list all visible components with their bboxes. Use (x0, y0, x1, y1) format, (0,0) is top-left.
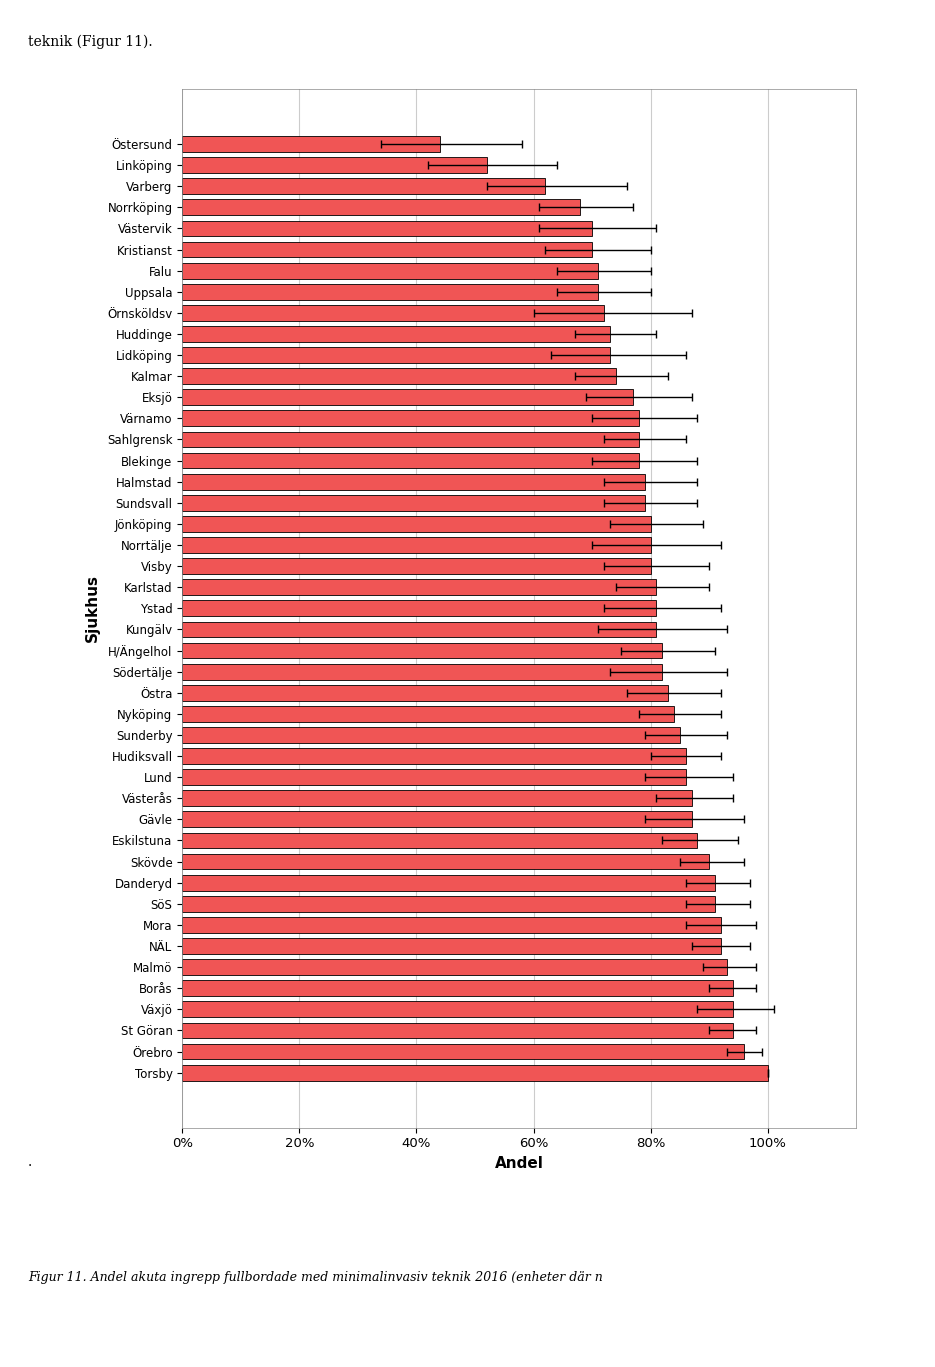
Bar (182, 1023, 733, 1039)
Bar (182, 347, 610, 364)
Bar (182, 410, 639, 427)
Bar (182, 980, 733, 997)
Bar (182, 790, 692, 807)
Bar (182, 262, 598, 279)
Bar (182, 748, 685, 764)
Bar (182, 558, 651, 574)
Bar (182, 580, 656, 595)
Bar (182, 938, 721, 954)
Bar (182, 432, 639, 447)
Bar (182, 1002, 733, 1017)
Bar (182, 853, 709, 869)
Bar (182, 833, 698, 849)
Bar (182, 284, 598, 299)
Bar (182, 600, 656, 617)
Bar (182, 137, 439, 152)
Text: teknik (Figur 11).: teknik (Figur 11). (28, 34, 152, 49)
Bar (182, 960, 726, 975)
Bar (182, 705, 674, 722)
Bar (182, 452, 639, 469)
Bar (182, 727, 680, 742)
Bar (182, 220, 592, 236)
Bar (182, 895, 715, 912)
Bar (182, 812, 692, 827)
Bar (182, 305, 604, 321)
Bar (182, 917, 721, 932)
Bar (182, 1065, 768, 1080)
Bar (182, 368, 615, 384)
Text: Figur 11. Andel akuta ingrepp fullbordade med minimalinvasiv teknik 2016 (enhete: Figur 11. Andel akuta ingrepp fullbordad… (28, 1271, 603, 1285)
Bar (182, 495, 645, 511)
Bar (182, 537, 651, 552)
Bar (182, 242, 592, 257)
Bar (182, 622, 656, 637)
Bar (182, 1043, 744, 1059)
Bar (182, 515, 651, 532)
Bar (182, 200, 581, 215)
Bar (182, 875, 715, 891)
Bar (182, 664, 662, 679)
Bar (182, 474, 645, 489)
Bar (182, 770, 685, 785)
Bar (182, 178, 545, 194)
X-axis label: Andel: Andel (495, 1156, 543, 1172)
Bar (182, 325, 610, 342)
Bar (182, 390, 633, 405)
Bar (182, 157, 487, 174)
Text: .: . (28, 1155, 33, 1169)
Bar (182, 685, 669, 701)
Y-axis label: Sjukhus: Sjukhus (85, 574, 100, 642)
Bar (182, 642, 662, 659)
